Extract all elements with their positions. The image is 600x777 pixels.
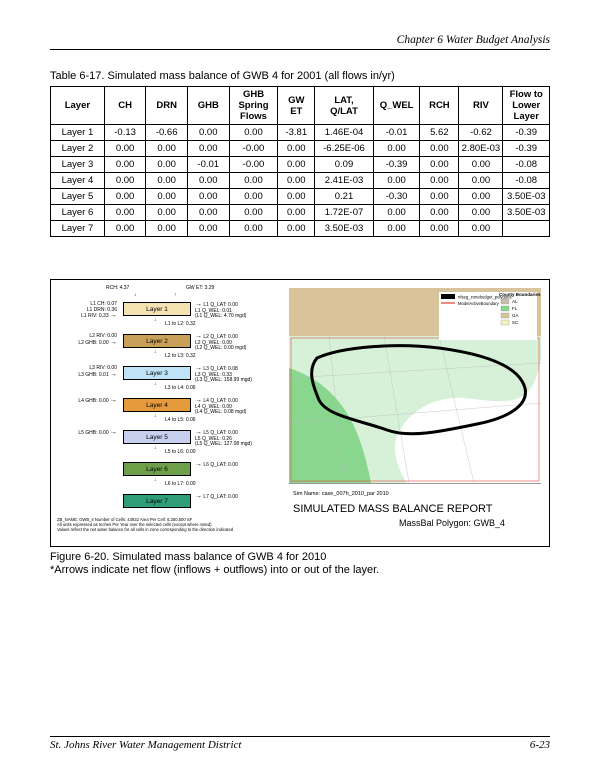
col-header: Layer — [51, 87, 105, 125]
table-17: LayerCHDRNGHBGHBSpringFlowsGWETLAT,Q/LAT… — [50, 86, 550, 237]
table-row: Layer 1-0.13-0.660.000.00-3.811.46E-04-0… — [51, 125, 550, 141]
figure-caption-line2: *Arrows indicate net flow (inflows + out… — [50, 564, 379, 576]
table-header-row: LayerCHDRNGHBGHBSpringFlowsGWETLAT,Q/LAT… — [51, 87, 550, 125]
map-panel: nfseg_zonebudget_polygons ModelActiveBou… — [289, 288, 541, 540]
svg-text:Sim Name: case_007h_2010_par: Sim Name: case_007h_2010_par 2010 — [293, 491, 389, 497]
col-header: RCH — [420, 87, 459, 125]
layer-box: Layer 1 — [123, 302, 191, 316]
layer-box: Layer 3 — [123, 366, 191, 380]
table-17-title: Table 6-17. Simulated mass balance of GW… — [50, 70, 550, 82]
col-header: CH — [104, 87, 146, 125]
footer-org: St. Johns River Water Management Distric… — [50, 739, 241, 751]
svg-text:ModelActiveBoundary: ModelActiveBoundary — [458, 301, 500, 306]
figure-caption: Figure 6-20. Simulated mass balance of G… — [50, 551, 550, 577]
layer-box: Layer 2 — [123, 334, 191, 348]
layer-box: Layer 6 — [123, 462, 191, 476]
layer-box: Layer 4 — [123, 398, 191, 412]
col-header: DRN — [146, 87, 188, 125]
col-header: RIV — [459, 87, 503, 125]
footer-page-number: 6-23 — [530, 739, 550, 751]
col-header: GWET — [278, 87, 315, 125]
figure-caption-line1: Figure 6-20. Simulated mass balance of G… — [50, 551, 326, 563]
layer-box: Layer 5 — [123, 430, 191, 444]
col-header: Flow toLowerLayer — [503, 87, 550, 125]
table-row: Layer 30.000.00-0.01-0.000.000.09-0.390.… — [51, 157, 550, 173]
table-row: Layer 40.000.000.000.000.002.41E-030.000… — [51, 173, 550, 189]
table-row: Layer 60.000.000.000.000.001.72E-070.000… — [51, 205, 550, 221]
table-row: Layer 20.000.000.00-0.000.00-6.25E-060.0… — [51, 141, 550, 157]
header-rule — [50, 49, 550, 50]
table-row: Layer 50.000.000.000.000.000.21-0.300.00… — [51, 189, 550, 205]
layer-box: Layer 7 — [123, 494, 191, 508]
mass-balance-diagram: RCH: 4.37↓ ↑GW ET: 3.29Layer 1↓L1 to L2:… — [51, 280, 281, 548]
figure-6-20: RCH: 4.37↓ ↑GW ET: 3.29Layer 1↓L1 to L2:… — [50, 279, 550, 547]
col-header: GHB — [187, 87, 229, 125]
col-header: LAT,Q/LAT — [315, 87, 374, 125]
chapter-header: Chapter 6 Water Budget Analysis — [50, 34, 550, 46]
table-row: Layer 70.000.000.000.000.003.50E-030.000… — [51, 221, 550, 237]
svg-text:County Boundaries: County Boundaries — [499, 292, 541, 297]
col-header: GHBSpringFlows — [229, 87, 278, 125]
svg-text:SC: SC — [512, 320, 519, 325]
svg-text:SIMULATED MASS BALANCE REPORT: SIMULATED MASS BALANCE REPORT — [293, 503, 493, 515]
page-footer: St. Johns River Water Management Distric… — [50, 736, 550, 751]
col-header: Q_WEL — [373, 87, 419, 125]
svg-text:AL: AL — [512, 299, 518, 304]
svg-text:FL: FL — [512, 306, 518, 311]
svg-text:GA: GA — [512, 313, 519, 318]
svg-text:MassBal Polygon: GWB_4: MassBal Polygon: GWB_4 — [399, 518, 505, 528]
